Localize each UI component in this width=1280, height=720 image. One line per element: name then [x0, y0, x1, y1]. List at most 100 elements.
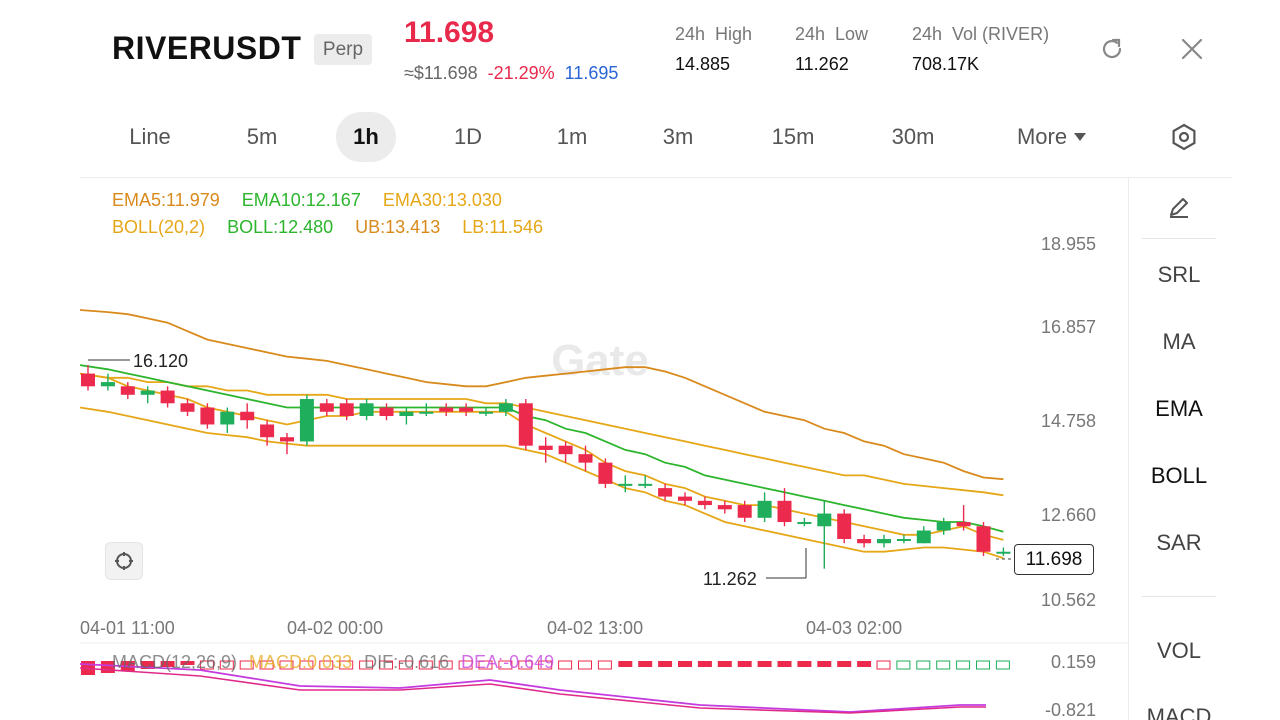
macd-bar	[538, 660, 553, 670]
mark-price: 11.695	[564, 63, 619, 83]
perp-badge: Perp	[314, 34, 372, 65]
macd-bar	[478, 660, 493, 670]
tool-macd[interactable]: MACD	[1146, 704, 1212, 720]
macd-bar	[597, 660, 612, 670]
macd-bar	[180, 661, 195, 665]
candle-body	[896, 539, 911, 542]
close-icon[interactable]	[1175, 32, 1209, 66]
stat-label: 24h High	[675, 24, 753, 44]
tab-15m[interactable]: 15m	[771, 124, 815, 149]
candle-body	[518, 403, 533, 446]
macd-bar	[896, 660, 911, 670]
candle-body	[479, 411, 493, 414]
tab-3m[interactable]: 3m	[662, 124, 694, 149]
macd-y-tick: 0.159	[1051, 652, 1096, 672]
candle-body	[976, 526, 991, 552]
tool-vol[interactable]: VOL	[1156, 638, 1202, 663]
refresh-icon[interactable]	[1095, 32, 1129, 66]
macd-legend: MACD(12,26,9) MACD:0.033 DIF:-0.616 DEA:…	[112, 652, 554, 673]
macd-bar	[916, 660, 931, 670]
tool-boll[interactable]: BOLL	[1150, 463, 1208, 488]
symbol-title: RIVERUSDT	[112, 30, 302, 66]
tab-30m[interactable]: 30m	[891, 124, 935, 149]
macd-bar	[458, 660, 473, 670]
ema5-line	[79, 372, 1004, 541]
ema-legend: EMA5:11.979 EMA10:12.167 EMA30:13.030	[112, 190, 502, 211]
stat-24h-low: 24h Low 11.262	[795, 24, 868, 75]
stat-24h-high: 24h High 14.885	[675, 24, 752, 75]
candle-body	[916, 530, 931, 544]
ema10-line	[79, 364, 1004, 533]
candle-body	[797, 522, 812, 525]
macd-bar	[936, 660, 951, 670]
dif-line	[79, 667, 986, 714]
tool-sar[interactable]: SAR	[1156, 530, 1202, 555]
macd-y-tick: -0.821	[1045, 700, 1096, 720]
boll-lb-value: LB:11.546	[462, 217, 543, 237]
dea-value: DEA:-0.649	[461, 652, 555, 672]
tab-1m[interactable]: 1m	[556, 124, 588, 149]
candle-body	[697, 500, 712, 506]
candle-body	[936, 522, 951, 531]
candle-body	[777, 500, 792, 523]
boll-params: BOLL(20,2)	[112, 217, 206, 237]
settings-hexagon-icon[interactable]	[1166, 119, 1202, 155]
stat-value: 11.262	[795, 54, 849, 74]
macd-bar	[398, 660, 413, 670]
candle-body	[877, 539, 891, 544]
candle-body	[260, 424, 275, 438]
tool-ma[interactable]: MA	[1162, 329, 1196, 354]
candle-body	[240, 411, 255, 421]
tab-1d[interactable]: 1D	[453, 124, 483, 149]
draw-pencil-icon[interactable]	[1130, 194, 1228, 226]
y-axis-tick: 18.955	[1041, 234, 1096, 254]
tool-ema[interactable]: EMA	[1155, 396, 1203, 421]
macd-bar	[817, 661, 832, 667]
macd-bar	[219, 660, 234, 670]
caret-down-icon	[1074, 133, 1087, 141]
last-price: 11.698	[404, 16, 495, 49]
candle-body	[299, 399, 314, 442]
candle-body	[220, 411, 235, 425]
macd-bar	[618, 661, 633, 667]
macd-bar	[339, 660, 354, 670]
tab-1h[interactable]: 1h	[336, 112, 396, 162]
macd-bar	[638, 661, 653, 667]
macd-bar	[697, 661, 712, 667]
candle-body	[180, 403, 195, 412]
macd-bar	[359, 660, 374, 670]
candle-body	[498, 403, 513, 412]
crosshair-toggle-icon[interactable]	[105, 542, 143, 580]
candle-body	[757, 500, 772, 518]
macd-bar	[299, 660, 314, 670]
dea-line	[79, 663, 986, 713]
candle-body	[558, 445, 573, 455]
macd-bar	[777, 661, 792, 667]
y-axis-tick: 10.562	[1041, 590, 1096, 610]
high-marker-label: 16.120	[133, 351, 188, 371]
x-axis-tick: 04-01 11:00	[80, 618, 175, 638]
macd-bar	[757, 661, 772, 667]
macd-bar	[319, 660, 334, 670]
candle-body	[280, 437, 294, 442]
macd-bar	[498, 660, 513, 670]
tool-srl[interactable]: SRL	[1157, 262, 1201, 287]
macd-bar	[379, 660, 393, 670]
candle-body	[817, 513, 832, 527]
candlestick-chart[interactable]: Gate 16.120 11.262 18.955 16.857 14.758 12.6…	[0, 0, 1128, 720]
more-dropdown[interactable]: More	[1004, 112, 1100, 162]
candle-body	[737, 505, 752, 518]
low-marker-label: 11.262	[703, 569, 757, 589]
tab-line[interactable]: Line	[129, 124, 171, 149]
change-percent: -21.29%	[487, 63, 555, 83]
macd-bar	[658, 661, 673, 667]
candle-body	[678, 496, 692, 501]
macd-bar	[160, 661, 175, 667]
macd-bar	[797, 661, 812, 667]
ema30-line	[79, 372, 1004, 497]
x-axis-tick: 04-02 00:00	[287, 618, 383, 638]
candle-body	[359, 403, 374, 416]
candle-body	[160, 390, 175, 404]
boll-ub-value: UB:13.413	[355, 217, 441, 237]
tab-5m[interactable]: 5m	[246, 124, 278, 149]
